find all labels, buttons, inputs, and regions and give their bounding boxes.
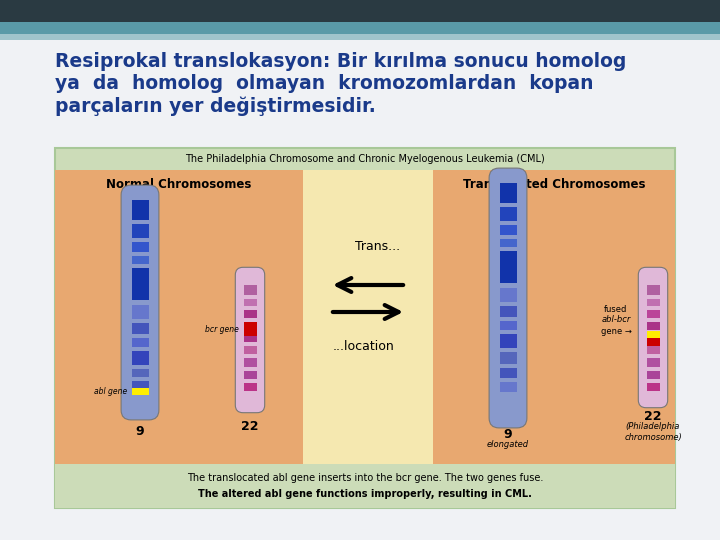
Bar — [647, 371, 660, 379]
Bar — [647, 310, 660, 318]
Text: Translocated Chromosomes: Translocated Chromosomes — [463, 178, 645, 191]
Bar — [132, 224, 148, 238]
Text: 22: 22 — [241, 420, 258, 433]
Bar — [243, 299, 256, 306]
Bar — [647, 322, 660, 330]
Bar — [500, 321, 516, 330]
Bar — [55, 170, 303, 464]
Text: The altered abl gene functions improperly, resulting in CML.: The altered abl gene functions improperl… — [198, 489, 532, 499]
Bar — [0, 34, 720, 40]
Bar — [647, 338, 660, 346]
Bar — [500, 396, 516, 408]
Bar — [647, 331, 660, 338]
FancyBboxPatch shape — [639, 267, 667, 408]
FancyBboxPatch shape — [121, 185, 159, 420]
Text: 22: 22 — [644, 410, 662, 423]
Bar — [500, 334, 516, 348]
Text: bcr gene: bcr gene — [205, 325, 239, 334]
Bar — [132, 242, 148, 252]
Text: Normal Chromosomes: Normal Chromosomes — [107, 178, 252, 191]
Text: fused: fused — [604, 305, 628, 314]
Bar — [500, 352, 516, 364]
Bar — [500, 239, 516, 247]
Text: chromosome): chromosome) — [624, 433, 682, 442]
Bar — [500, 251, 516, 283]
Bar — [132, 305, 148, 319]
Bar — [132, 351, 148, 365]
Bar — [243, 358, 256, 367]
Text: The Philadelphia Chromosome and Chronic Myelogenous Leukemia (CML): The Philadelphia Chromosome and Chronic … — [185, 154, 545, 164]
Bar — [132, 256, 148, 264]
Bar — [647, 299, 660, 306]
Bar — [243, 285, 256, 295]
Text: (Philadelphia: (Philadelphia — [626, 422, 680, 431]
Text: Resiprokal translokasyon: Bir kırılma sonucu homolog: Resiprokal translokasyon: Bir kırılma so… — [55, 52, 626, 71]
Text: Trans...: Trans... — [356, 240, 400, 253]
Bar — [500, 382, 516, 392]
Text: gene →: gene → — [600, 327, 631, 335]
Bar — [0, 22, 720, 34]
Text: ya  da  homolog  olmayan  kromozomlardan  kopan: ya da homolog olmayan kromozomlardan kop… — [55, 74, 593, 93]
Bar — [500, 306, 516, 317]
Text: 9: 9 — [135, 425, 144, 438]
Text: abl gene: abl gene — [94, 388, 127, 396]
Bar — [647, 346, 660, 354]
Bar — [647, 383, 660, 391]
Bar — [243, 322, 256, 330]
Bar — [55, 148, 675, 508]
Text: ...location: ...location — [332, 340, 394, 353]
Bar — [132, 388, 148, 395]
Bar — [243, 383, 256, 391]
Text: abl-bcr: abl-bcr — [601, 315, 631, 325]
Bar — [132, 323, 148, 334]
Bar — [647, 285, 660, 295]
Text: elongated: elongated — [487, 440, 529, 449]
Text: 9: 9 — [504, 428, 513, 441]
Bar — [0, 0, 720, 22]
Bar — [243, 334, 256, 342]
Bar — [647, 334, 660, 342]
FancyBboxPatch shape — [235, 267, 265, 413]
Bar — [243, 322, 256, 336]
Text: parçaların yer değiştirmesidir.: parçaların yer değiştirmesidir. — [55, 96, 376, 116]
Bar — [132, 381, 148, 393]
Bar — [55, 464, 675, 508]
Bar — [303, 170, 433, 464]
Bar — [243, 371, 256, 379]
Bar — [132, 369, 148, 377]
Bar — [243, 310, 256, 318]
Bar — [132, 268, 148, 300]
Bar — [243, 346, 256, 354]
Bar — [433, 170, 675, 464]
Bar — [647, 358, 660, 367]
Bar — [132, 200, 148, 220]
Bar — [500, 225, 516, 235]
FancyBboxPatch shape — [489, 168, 527, 428]
Bar — [500, 368, 516, 378]
Bar — [500, 288, 516, 302]
Bar — [500, 207, 516, 221]
Bar — [500, 183, 516, 203]
Text: The translocated abl gene inserts into the bcr gene. The two genes fuse.: The translocated abl gene inserts into t… — [186, 473, 543, 483]
Bar — [132, 338, 148, 347]
